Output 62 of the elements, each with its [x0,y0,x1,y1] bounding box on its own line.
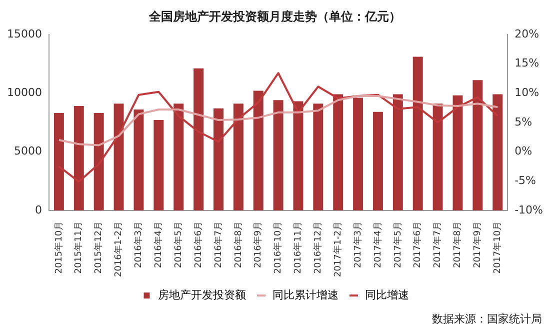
bar [54,113,64,210]
y-tick-label: 10000 [6,86,42,99]
bar [194,68,204,210]
x-tick-label: 2017年4月 [372,221,384,268]
x-tick-label: 2017年3月 [352,221,364,268]
x-tick-label: 2017年9月 [472,221,484,268]
bar [154,120,164,210]
x-tick-label: 2017年7月 [432,221,444,268]
bar [492,94,503,210]
y2-tick-label: -10% [514,203,544,216]
bar [293,101,304,210]
bar [412,56,423,210]
x-tick-label: 2016年5月 [172,221,184,268]
bar [74,106,84,210]
x-tick-label: 2017年10月 [492,221,503,274]
y2-tick-label: -5% [514,174,536,187]
y2-tick-label: 5% [514,115,532,128]
bar [333,94,344,210]
y-tick-label: 0 [34,203,42,216]
bar [273,100,284,210]
y2-tick-label: 20% [514,27,540,40]
x-tick-label: 2016年12月 [312,221,324,274]
bar [432,104,443,210]
bar [114,104,124,210]
bar [94,113,104,210]
bar [134,109,144,210]
x-tick-label: 2016年7月 [212,221,224,268]
x-tick-label: 2015年12月 [93,221,104,274]
x-tick-label: 2017年1-2月 [332,221,344,278]
bar [392,94,403,210]
y-tick-label: 5000 [14,144,42,158]
x-tick-label: 2016年9月 [252,221,264,268]
x-tick-label: 2017年5月 [392,221,404,268]
bar [472,80,483,210]
bar [233,104,244,210]
x-tick-label: 2016年11月 [292,221,304,274]
bar [174,104,184,210]
x-tick-label: 2016年1-2月 [113,221,124,278]
x-tick-label: 2016年6月 [192,221,204,268]
y2-tick-label: 15% [514,56,540,70]
y-tick-label: 15000 [6,27,42,40]
x-tick-label: 2017年6月 [412,221,424,268]
bar [213,108,224,210]
x-tick-label: 2016年4月 [153,221,164,268]
bar [253,90,264,210]
legend-label: 房地产开发投资额 [158,288,246,302]
x-tick-label: 2017年8月 [452,221,464,268]
x-tick-label: 2016年3月 [133,221,144,268]
bar [452,95,463,210]
bar [353,98,364,210]
legend-label: 同比累计增速 [272,288,338,302]
y2-tick-label: 0% [514,144,532,158]
x-tick-label: 2015年11月 [73,221,84,274]
y2-tick-label: 10% [514,86,540,99]
source-note: 数据来源：国家统计局 [432,312,542,326]
x-tick-label: 2016年8月 [232,221,244,268]
x-tick-label: 2015年10月 [53,221,64,274]
bar [372,112,383,210]
x-tick-label: 2016年10月 [272,221,284,274]
legend-label: 同比增速 [364,288,409,302]
bar [313,104,324,210]
chart-title: 全国房地产开发投资额月度走势（单位：亿元） [148,9,401,24]
